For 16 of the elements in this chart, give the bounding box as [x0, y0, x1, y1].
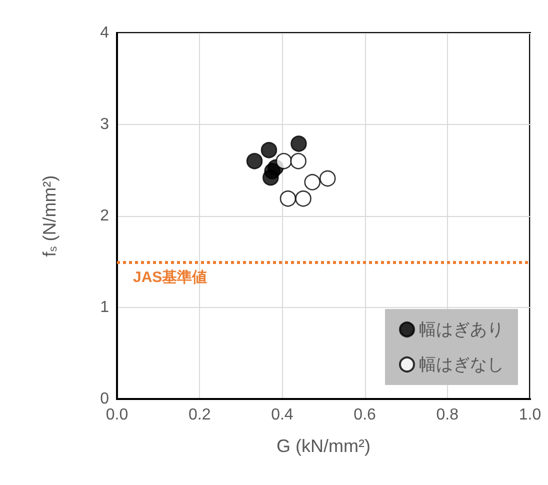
- legend-label: 幅はぎなし: [419, 355, 504, 374]
- y-tick-label: 4: [100, 24, 110, 42]
- x-axis-title: G (kN/mm²): [276, 436, 370, 456]
- y-tick-label: 3: [100, 116, 110, 133]
- x-tick-label: 0.8: [436, 406, 459, 424]
- legend-label: 幅はぎあり: [419, 320, 504, 339]
- x-tick-label: 0.4: [271, 406, 294, 424]
- ref-line-label: JAS基準値: [133, 268, 208, 286]
- y-axis-title: fs (N/mm²): [40, 175, 60, 257]
- x-tick-label: 0.6: [354, 406, 376, 424]
- y-tick-label: 0: [100, 390, 110, 408]
- y-tick-label: 1: [100, 299, 110, 316]
- x-tick-label: 0.0: [106, 406, 128, 424]
- y-tick-label: 2: [100, 208, 110, 224]
- x-tick-label: 0.2: [188, 406, 211, 424]
- x-tick-label: 1.0: [518, 406, 542, 424]
